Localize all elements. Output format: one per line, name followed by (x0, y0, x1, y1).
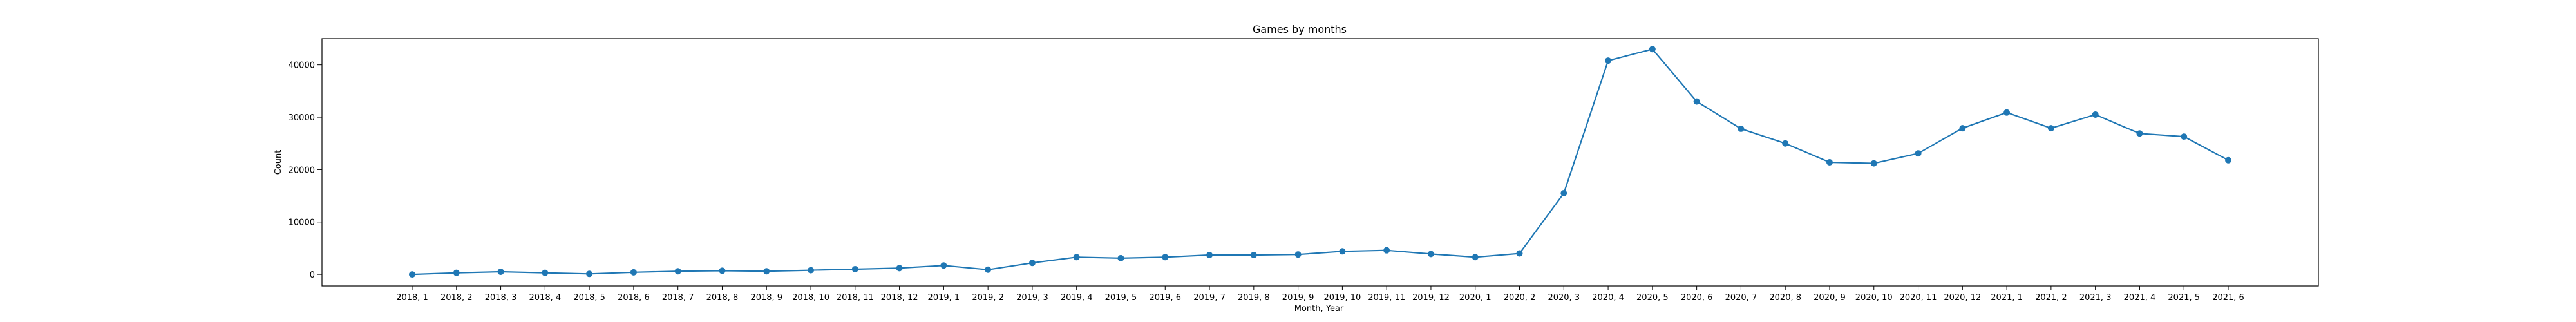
x-tick-label: 2020, 9 (1814, 293, 1846, 303)
data-point (1870, 160, 1877, 167)
y-tick-label: 30000 (289, 113, 315, 123)
x-tick-label: 2018, 4 (529, 293, 562, 303)
x-tick-label: 2018, 5 (573, 293, 605, 303)
x-tick-label: 2020, 4 (1592, 293, 1624, 303)
x-tick-label: 2019, 8 (1238, 293, 1270, 303)
data-point (1339, 248, 1346, 255)
data-point (2136, 130, 2143, 137)
x-tick-label: 2019, 5 (1105, 293, 1137, 303)
data-point (1073, 254, 1080, 261)
y-axis: 0 10000 20000 30000 40000 (289, 61, 322, 280)
x-tick-label: 2018, 10 (792, 293, 829, 303)
data-point (2225, 156, 2231, 164)
data-point (1472, 254, 1479, 261)
x-tick-label: 2018, 11 (837, 293, 874, 303)
x-tick-label: 2019, 10 (1323, 293, 1361, 303)
data-point (1206, 252, 1213, 258)
x-tick-label: 2018, 8 (706, 293, 739, 303)
x-tick-label: 2021, 1 (1991, 293, 2023, 303)
data-point (1117, 254, 1124, 261)
data-point (1782, 140, 1789, 147)
x-tick-label: 2020, 2 (1504, 293, 1536, 303)
y-tick-label: 0 (310, 270, 315, 280)
y-axis-label: Count (274, 150, 283, 175)
data-point (985, 266, 992, 273)
x-tick-label: 2020, 10 (1855, 293, 1893, 303)
x-tick-label: 2019, 12 (1412, 293, 1450, 303)
x-tick-label: 2018, 2 (440, 293, 473, 303)
data-point (586, 270, 593, 278)
series-count (409, 46, 2231, 278)
x-tick-label: 2018, 1 (396, 293, 428, 303)
data-point (674, 268, 681, 275)
x-tick-label: 2020, 5 (1636, 293, 1669, 303)
data-point (1605, 57, 1612, 64)
x-tick-label: 2018, 7 (662, 293, 694, 303)
y-tick-label: 10000 (289, 218, 315, 228)
x-tick-label: 2019, 2 (972, 293, 1004, 303)
x-tick-label: 2018, 9 (750, 293, 782, 303)
data-point (542, 269, 549, 276)
data-point (497, 269, 504, 276)
x-axis-label: Month, Year (1294, 304, 1344, 314)
x-tick-label: 2021, 6 (2212, 293, 2244, 303)
data-point (1649, 46, 1656, 53)
x-tick-label: 2021, 5 (2168, 293, 2200, 303)
data-point (630, 269, 637, 276)
x-tick-label: 2019, 6 (1149, 293, 1181, 303)
data-point (2003, 109, 2011, 116)
x-tick-label: 2020, 11 (1900, 293, 1937, 303)
data-point (808, 267, 815, 274)
data-point (719, 267, 726, 274)
data-point (1738, 125, 1745, 132)
x-tick-label: 2020, 1 (1459, 293, 1492, 303)
x-tick-label: 2020, 7 (1725, 293, 1757, 303)
data-point (896, 265, 903, 272)
y-tick-label: 20000 (289, 166, 315, 175)
x-tick-label: 2019, 9 (1282, 293, 1314, 303)
data-point (1427, 251, 1434, 258)
x-tick-label: 2018, 12 (881, 293, 918, 303)
x-axis: 2018, 1 2018, 2 2018, 3 2018, 4 2018, 5 2018,… (396, 286, 2244, 303)
x-tick-label: 2021, 4 (2124, 293, 2156, 303)
x-tick-label: 2020, 8 (1769, 293, 1801, 303)
x-tick-label: 2021, 3 (2079, 293, 2112, 303)
data-point (2181, 133, 2188, 140)
x-tick-label: 2020, 3 (1548, 293, 1580, 303)
x-tick-label: 2019, 1 (928, 293, 960, 303)
x-tick-label: 2019, 3 (1016, 293, 1048, 303)
data-point (763, 268, 770, 275)
x-tick-label: 2019, 4 (1061, 293, 1093, 303)
x-tick-label: 2019, 11 (1368, 293, 1405, 303)
chart-title: Games by months (1253, 23, 1347, 35)
data-point (409, 271, 415, 278)
data-point (2092, 111, 2099, 118)
x-tick-label: 2018, 3 (485, 293, 517, 303)
data-point (1294, 251, 1302, 258)
plot-area-frame (321, 38, 2319, 287)
data-point (1693, 98, 1700, 105)
data-point (1560, 190, 1567, 196)
x-tick-label: 2021, 2 (2035, 293, 2067, 303)
x-tick-label: 2020, 6 (1681, 293, 1713, 303)
data-point (453, 269, 460, 276)
data-point (1383, 247, 1390, 254)
series-line (412, 48, 2229, 276)
data-point (1516, 250, 1523, 257)
data-point (1028, 260, 1036, 267)
x-tick-label: 2018, 6 (618, 293, 650, 303)
data-point (940, 262, 947, 269)
data-point (1162, 254, 1169, 261)
data-point (2047, 125, 2054, 132)
data-point (1250, 252, 1257, 258)
y-tick-label: 40000 (289, 61, 315, 71)
data-point (1959, 125, 1966, 132)
x-tick-label: 2019, 7 (1193, 293, 1226, 303)
x-tick-label: 2020, 12 (1944, 293, 1981, 303)
data-point (1826, 159, 1833, 166)
data-point (1915, 150, 1922, 157)
data-point (851, 265, 858, 272)
